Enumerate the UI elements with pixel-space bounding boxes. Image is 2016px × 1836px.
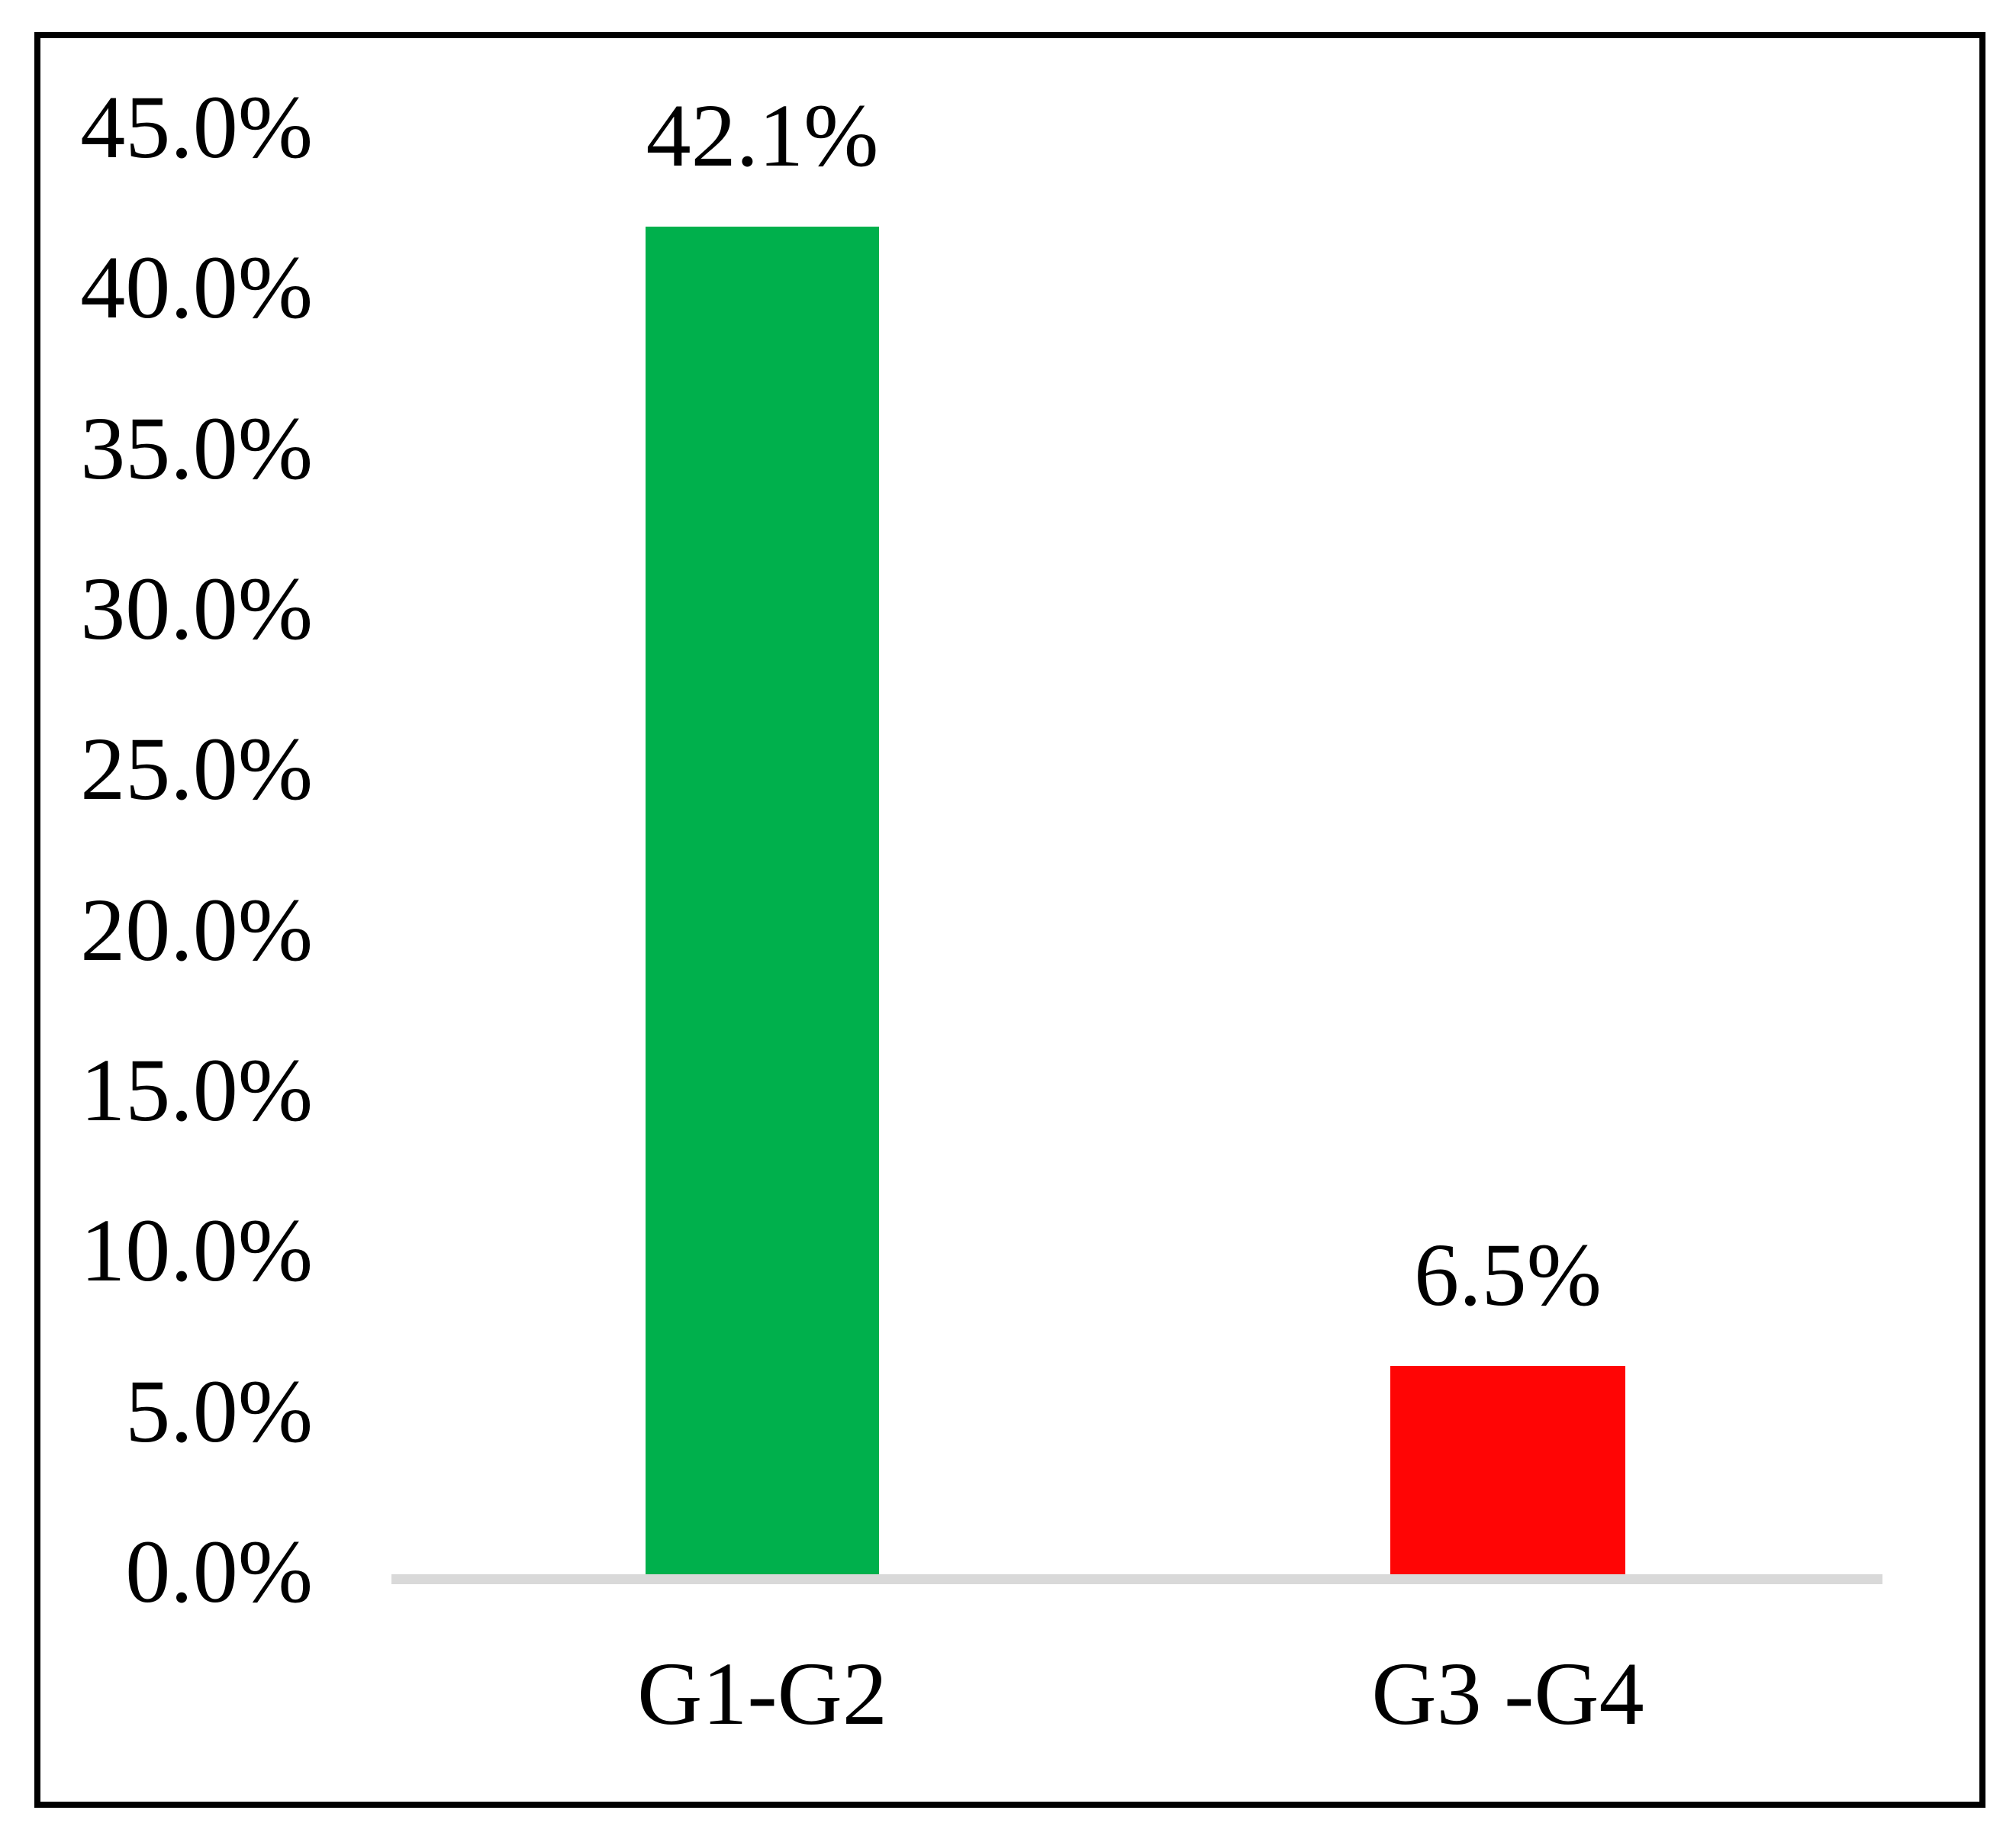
y-tick-label: 5.0%	[125, 1361, 313, 1461]
category-label-g3-g4: G3 -G4	[1371, 1644, 1644, 1744]
chart-outer-border	[34, 32, 1985, 1808]
bar-g1-g2	[646, 227, 879, 1574]
y-tick-label: 25.0%	[80, 719, 313, 820]
y-tick-label: 40.0%	[80, 237, 313, 338]
y-tick-label: 10.0%	[80, 1200, 313, 1301]
y-tick-label: 35.0%	[80, 398, 313, 498]
category-label-g1-g2: G1-G2	[637, 1644, 887, 1744]
y-tick-label: 20.0%	[80, 879, 313, 980]
y-axis-tick-labels: 45.0% 40.0% 35.0% 30.0% 25.0% 20.0% 15.0…	[46, 82, 313, 1617]
y-tick-label: 30.0%	[80, 558, 313, 659]
bar-g3-g4	[1390, 1366, 1625, 1574]
y-tick-label: 15.0%	[80, 1039, 313, 1140]
data-label-g1-g2: 42.1%	[646, 85, 879, 185]
y-tick-label: 45.0%	[80, 77, 313, 177]
x-axis-baseline	[391, 1574, 1882, 1584]
y-tick-label: 0.0%	[125, 1521, 313, 1622]
data-label-g3-g4: 6.5%	[1414, 1225, 1602, 1325]
